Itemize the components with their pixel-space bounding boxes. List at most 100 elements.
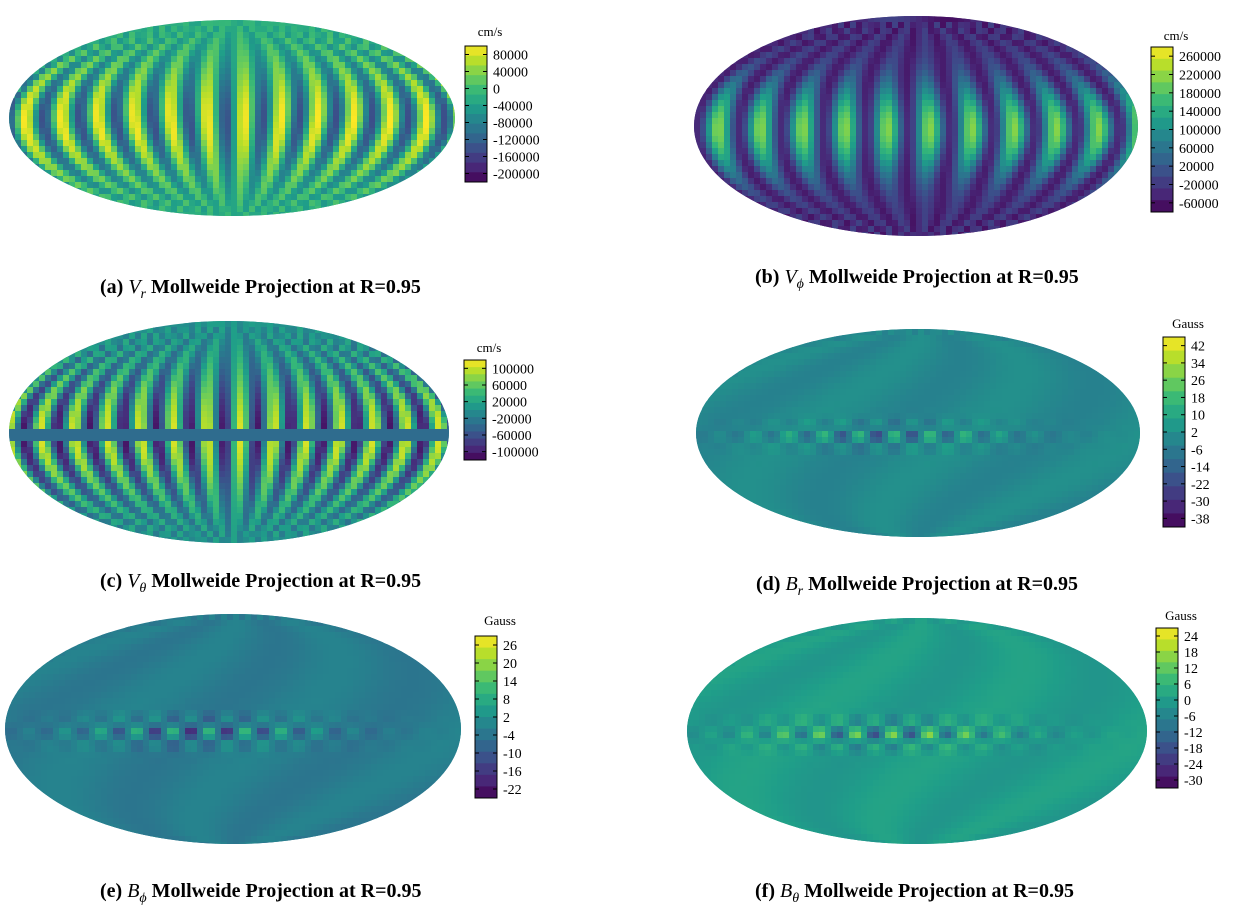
colorbar-segment [1163,337,1185,351]
colorbar-tick-label: -14 [1191,461,1210,476]
colorbar-segment [1151,58,1173,71]
colorbar-tick-label: 100000 [492,362,534,377]
colorbar-segment [464,438,486,447]
colorbar-unit: Gauss [484,613,516,628]
colorbar-segment [1163,432,1185,446]
colorbar-tick-label: 0 [493,83,500,98]
colorbar-segment [475,705,497,718]
colorbar-frame [1155,627,1179,789]
colorbar-tick-label: 26 [1191,374,1205,389]
colorbar-segment [1163,459,1185,474]
colorbar-tick-label: -80000 [493,117,533,132]
colorbar-segment [1156,730,1178,743]
colorbar-tick-label: 0 [1184,694,1191,709]
colorbar-tick-label: -40000 [493,100,533,115]
colorbar-segment [1163,472,1185,487]
field-texture-Br [696,329,1140,537]
colorbar-unit: cm/s [1164,28,1189,43]
colorbar-tick-label: -30 [1191,495,1210,510]
colorbar-tick-label: 12 [1184,662,1198,677]
colorbar-segment [1151,94,1173,107]
colorbar-segment [465,84,487,95]
colorbar-tick-label: -24 [1184,758,1203,773]
colorbar-segment [464,424,486,432]
colorbar-segment [1163,404,1185,419]
colorbar-tick-label: -30 [1184,774,1203,789]
colorbar-segment [465,75,487,86]
colorbar-segment [465,162,487,173]
colorbar-tick-label: 2 [1191,426,1198,441]
colorbar-segment [1156,628,1178,640]
colorbar-segment [1151,47,1173,60]
colorbar-tick-label: -6 [1191,443,1203,458]
colorbar-Bphi: Gauss 26 20 14 8 2 -4 -10 -16 -22 [474,613,522,799]
colorbar-tick-label: -20000 [1179,179,1219,194]
colorbar-tick-label: 10 [1191,409,1205,424]
colorbar-tick-label: -60000 [492,429,532,444]
colorbar-segment [1151,70,1173,83]
colorbar-segment [475,717,497,729]
colorbar-segment [465,104,487,115]
colorbar-segment [464,367,486,375]
colorbar-segment [465,133,487,144]
colorbar-segment [475,693,497,706]
colorbar-segment [465,143,487,154]
colorbar-segment [475,659,497,672]
field-texture-Btheta [687,618,1147,844]
colorbar-tick-label: 18 [1184,646,1198,661]
caption-f: (f) Bθ Mollweide Projection at R=0.95 [755,880,1074,906]
colorbar-segment [1151,141,1173,154]
colorbar-tick-label: 260000 [1179,50,1221,65]
colorbar-segment [464,445,486,454]
colorbar-segment [475,636,497,648]
colorbar-segment [1163,486,1185,501]
colorbar-tick-label: -16 [503,765,522,780]
colorbar-segment [464,402,486,411]
caption-a: (a) Vr Mollweide Projection at R=0.95 [100,276,421,302]
colorbar-segment [475,682,497,695]
colorbar-segment [465,123,487,134]
caption-c: (c) Vθ Mollweide Projection at R=0.95 [100,570,422,596]
colorbar-tick-label: -22 [503,783,522,798]
colorbar-segment [464,395,486,404]
panel-Vr: cm/s 80000 40000 0 -40000 -80000 -120000 -16000… [9,20,540,216]
colorbar-tick-label: -10 [503,747,522,762]
colorbar-tick-label: -38 [1191,512,1210,527]
colorbar-segment [1163,350,1185,365]
colorbar-segment [1163,364,1185,379]
colorbar-segment [475,670,497,683]
colorbar-segment [1163,499,1185,514]
panel-Vtheta: cm/s 100000 60000 20000-20000 -60000 -100000 [9,321,539,543]
colorbar-segment [465,94,487,105]
colorbar-tick-label: -4 [503,729,515,744]
colorbar-segment [1156,708,1178,720]
colorbar-segment [475,774,497,787]
colorbar-segment [1151,117,1173,130]
colorbar-segment [465,172,487,183]
colorbar-segment [1156,639,1178,652]
colorbar-tick-label: 8 [503,693,510,708]
colorbar-tick-label: -60000 [1179,197,1219,212]
field-texture-Vr [9,20,455,216]
colorbar-segment [1163,513,1185,528]
colorbar-tick-label: 20000 [1179,160,1214,175]
colorbar-tick-label: 140000 [1179,105,1221,120]
colorbar-segment [465,55,487,66]
colorbar-segment [464,374,486,382]
colorbar-Vr: cm/s 80000 40000 0 -40000 -80000 -120000 -16000… [464,24,540,183]
colorbar-segment [464,410,486,418]
colorbar-segment [1156,673,1178,686]
colorbar-tick-label: 6 [1184,678,1191,693]
caption-b: (b) Vϕ Mollweide Projection at R=0.95 [755,266,1079,292]
colorbar-tick-label: -12 [1184,726,1203,741]
colorbar-tick-label: 220000 [1179,69,1221,84]
colorbar-segment [465,65,487,76]
colorbar-tick-label: -22 [1191,478,1210,493]
colorbar-segment [1156,776,1178,789]
colorbar-tick-label: 34 [1191,357,1205,372]
colorbar-segment [1156,650,1178,663]
colorbar-tick-label: -6 [1184,710,1196,725]
